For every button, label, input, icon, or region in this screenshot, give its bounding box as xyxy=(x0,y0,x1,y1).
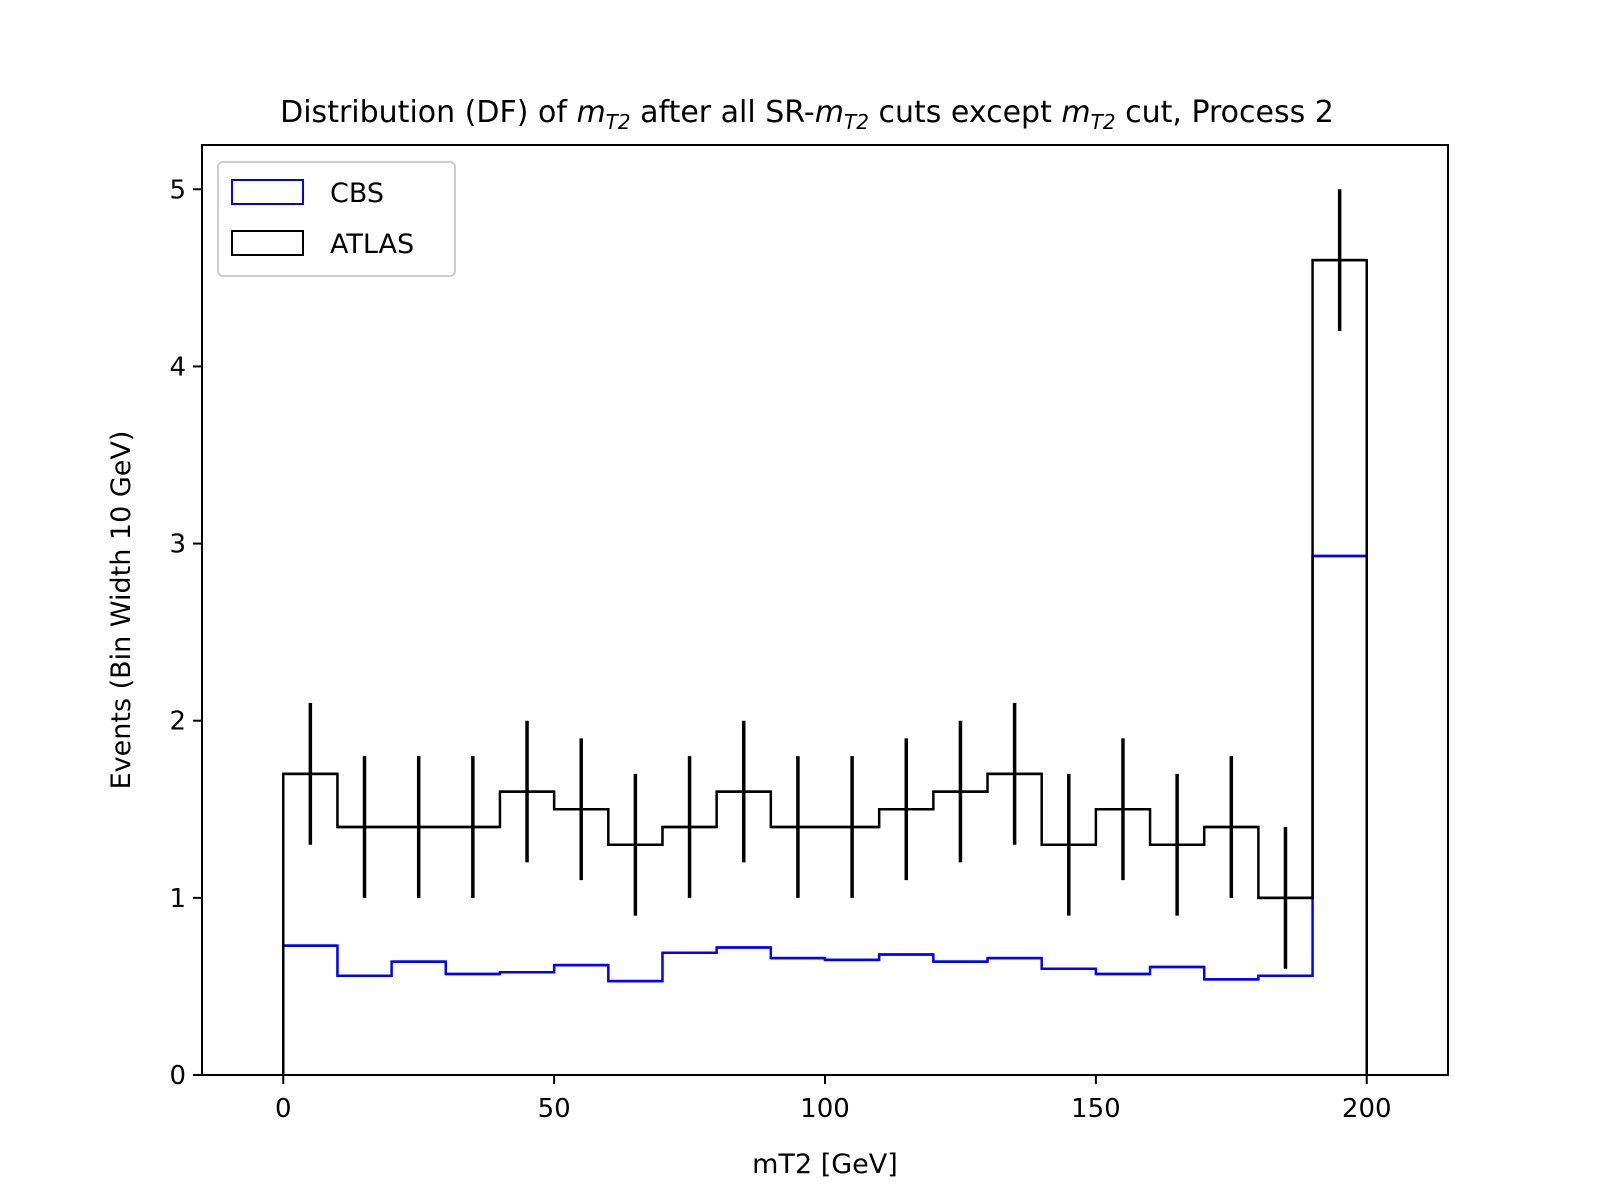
y-tick-label-4: 4 xyxy=(169,352,186,382)
plot-frame xyxy=(201,144,1449,1076)
legend-swatch-cbs xyxy=(231,179,304,205)
y-tick-label-2: 2 xyxy=(169,707,186,737)
y-tick-label-3: 3 xyxy=(169,530,186,560)
x-tick-label-200: 200 xyxy=(1342,1094,1392,1124)
legend-swatch-atlas xyxy=(231,230,304,256)
y-tick-label-5: 5 xyxy=(169,175,186,205)
series-cbs-step xyxy=(282,554,1368,1075)
legend-label-atlas: ATLAS xyxy=(330,229,414,260)
x-tick-label-100: 100 xyxy=(800,1094,850,1124)
chart-title: Distribution (DF) of mT2 after all SR-mT… xyxy=(280,95,1334,134)
y-axis-label: Events (Bin Width 10 GeV) xyxy=(106,431,137,790)
x-axis-label: mT2 [GeV] xyxy=(752,1149,898,1180)
tick-layer: 0 50 100 150 200 0 1 2 3 4 5 xyxy=(169,175,1391,1124)
series-atlas-step xyxy=(282,258,1368,1075)
series-layer xyxy=(282,189,1368,1075)
legend-box xyxy=(217,161,456,277)
x-tick-label-150: 150 xyxy=(1071,1094,1121,1124)
legend: CBS ATLAS xyxy=(217,161,456,277)
x-tick-label-50: 50 xyxy=(538,1094,571,1124)
legend-label-cbs: CBS xyxy=(330,178,384,209)
y-tick-label-1: 1 xyxy=(169,884,186,914)
x-tick-label-0: 0 xyxy=(275,1094,292,1124)
y-tick-label-0: 0 xyxy=(169,1061,186,1091)
